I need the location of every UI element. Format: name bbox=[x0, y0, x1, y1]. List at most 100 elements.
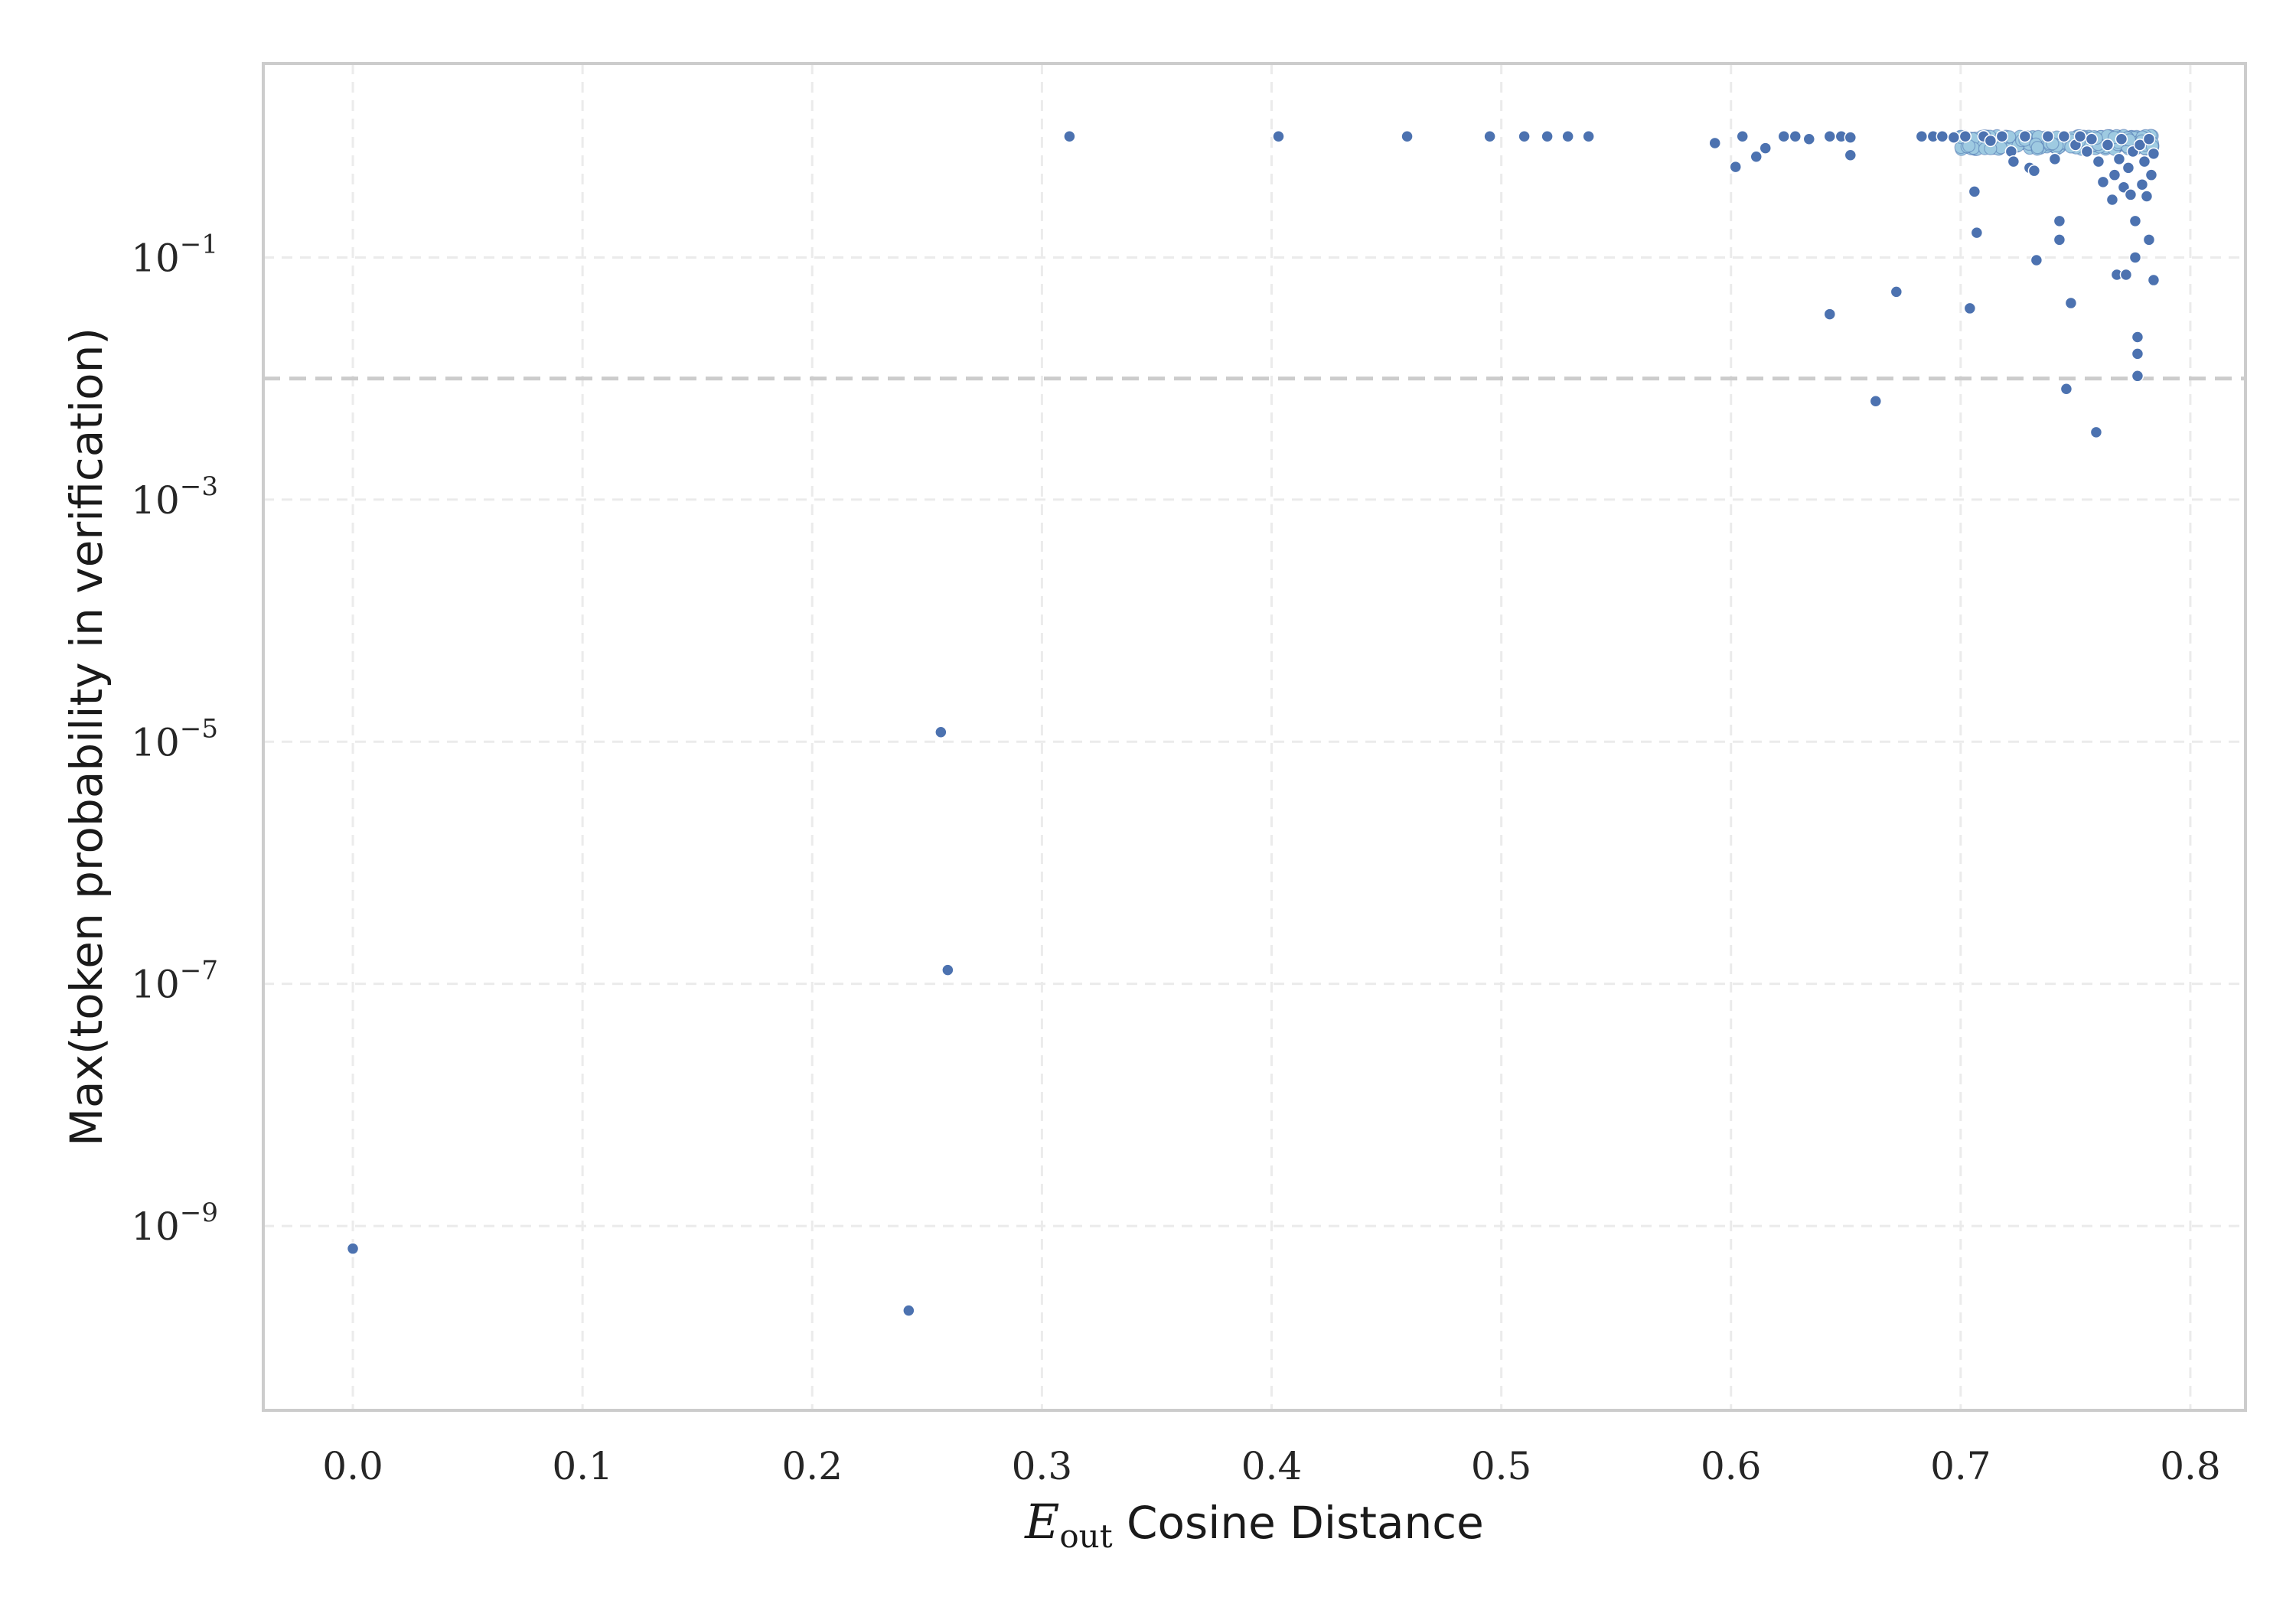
data-point bbox=[1823, 308, 1837, 321]
x-tick-label: 0.1 bbox=[552, 1444, 613, 1488]
x-tick-label: 0.6 bbox=[1701, 1444, 1762, 1488]
dense-data-point bbox=[2030, 141, 2044, 155]
data-point bbox=[1777, 129, 1791, 143]
data-point bbox=[1483, 129, 1496, 143]
data-point bbox=[2060, 383, 2073, 396]
data-point bbox=[1968, 185, 1981, 198]
data-point bbox=[2018, 129, 2032, 143]
data-point bbox=[2027, 164, 2041, 178]
data-point bbox=[1789, 129, 1802, 143]
data-point bbox=[1844, 131, 1857, 144]
plot-frame bbox=[262, 62, 2247, 1412]
data-point bbox=[1802, 132, 1816, 146]
data-point bbox=[1995, 129, 2009, 143]
data-point bbox=[1736, 129, 1749, 143]
data-points bbox=[346, 129, 2161, 1317]
x-axis-title: Eout Cosine Distance bbox=[1024, 1494, 1484, 1555]
data-point bbox=[2119, 268, 2133, 282]
data-point bbox=[2131, 331, 2144, 344]
y-tick-label: 10−1 bbox=[131, 229, 218, 280]
data-point bbox=[934, 725, 947, 738]
data-point bbox=[1272, 129, 1285, 143]
x-axis-title-text: Cosine Distance bbox=[1113, 1497, 1484, 1549]
x-axis-ticks: 0.0 0.1 0.2 0.3 0.4 0.5 0.6 0.7 0.8 bbox=[322, 1444, 2220, 1488]
data-point bbox=[2096, 175, 2110, 189]
x-tick-label: 0.2 bbox=[782, 1444, 843, 1488]
data-point bbox=[1401, 129, 1414, 143]
data-point bbox=[2092, 155, 2105, 168]
data-point bbox=[902, 1304, 915, 1317]
x-axis-title-symbol: E bbox=[1024, 1494, 1059, 1550]
data-point bbox=[1947, 131, 1961, 144]
data-point bbox=[2142, 132, 2156, 146]
data-point bbox=[2101, 139, 2115, 152]
data-point bbox=[1984, 134, 1998, 148]
x-tick-label: 0.5 bbox=[1471, 1444, 1532, 1488]
data-point bbox=[2133, 139, 2147, 152]
x-tick-label: 0.8 bbox=[2160, 1444, 2221, 1488]
data-point bbox=[2135, 178, 2149, 191]
data-point bbox=[2115, 132, 2128, 146]
data-point bbox=[1963, 302, 1977, 315]
y-axis-ticks: 10−1 10−3 10−5 10−7 10−9 bbox=[131, 229, 218, 1249]
data-point bbox=[1582, 129, 1595, 143]
data-point bbox=[2128, 214, 2142, 228]
data-point bbox=[1518, 129, 1531, 143]
data-point bbox=[2080, 145, 2094, 158]
x-tick-label: 0.7 bbox=[1930, 1444, 1991, 1488]
data-point bbox=[2128, 251, 2142, 264]
data-point bbox=[2122, 161, 2135, 174]
data-point bbox=[1759, 142, 1773, 155]
y-tick-label: 10−3 bbox=[131, 471, 218, 523]
data-point bbox=[2057, 129, 2071, 143]
x-tick-label: 0.3 bbox=[1012, 1444, 1073, 1488]
data-point bbox=[2142, 233, 2156, 246]
x-tick-label: 0.4 bbox=[1241, 1444, 1303, 1488]
grid-lines bbox=[263, 64, 2245, 1410]
data-point bbox=[2089, 425, 2103, 439]
data-point bbox=[1729, 160, 1742, 174]
data-point bbox=[1936, 129, 1949, 143]
y-tick-label: 10−5 bbox=[131, 713, 218, 764]
data-point bbox=[2140, 190, 2154, 203]
y-tick-label: 10−9 bbox=[131, 1198, 218, 1249]
data-point bbox=[2147, 273, 2161, 287]
y-tick-label: 10−7 bbox=[131, 956, 218, 1007]
data-point bbox=[2053, 233, 2066, 246]
data-point bbox=[1970, 226, 1984, 240]
data-point bbox=[2064, 296, 2078, 310]
data-point bbox=[2053, 214, 2066, 228]
data-point bbox=[1869, 395, 1883, 408]
data-point bbox=[1844, 148, 1857, 162]
data-point bbox=[2073, 129, 2087, 143]
data-point bbox=[2105, 193, 2119, 207]
data-point bbox=[346, 1242, 360, 1255]
data-point bbox=[1063, 129, 1076, 143]
data-point bbox=[1823, 129, 1837, 143]
x-tick-label: 0.0 bbox=[322, 1444, 383, 1488]
data-point bbox=[2112, 152, 2126, 166]
data-point bbox=[2007, 155, 2020, 168]
data-point bbox=[2131, 347, 2144, 360]
data-point bbox=[1708, 136, 1721, 150]
data-point bbox=[2048, 152, 2062, 166]
data-point bbox=[1750, 150, 1763, 163]
data-point bbox=[1561, 129, 1574, 143]
data-point bbox=[1890, 285, 1903, 298]
data-point bbox=[2124, 188, 2138, 201]
data-point bbox=[2147, 147, 2161, 161]
data-point bbox=[2144, 168, 2158, 181]
data-point bbox=[2108, 168, 2122, 181]
data-point bbox=[1541, 129, 1554, 143]
data-point bbox=[2138, 155, 2151, 168]
data-point bbox=[2085, 132, 2099, 146]
data-point bbox=[1915, 129, 1929, 143]
data-point bbox=[2030, 253, 2043, 267]
data-point bbox=[2131, 370, 2144, 383]
data-point bbox=[941, 963, 954, 976]
data-point bbox=[2041, 129, 2055, 143]
data-point bbox=[1958, 129, 1972, 143]
x-axis-title-subscript: out bbox=[1059, 1517, 1112, 1555]
y-axis-title: Max(token probability in verification) bbox=[60, 328, 113, 1146]
